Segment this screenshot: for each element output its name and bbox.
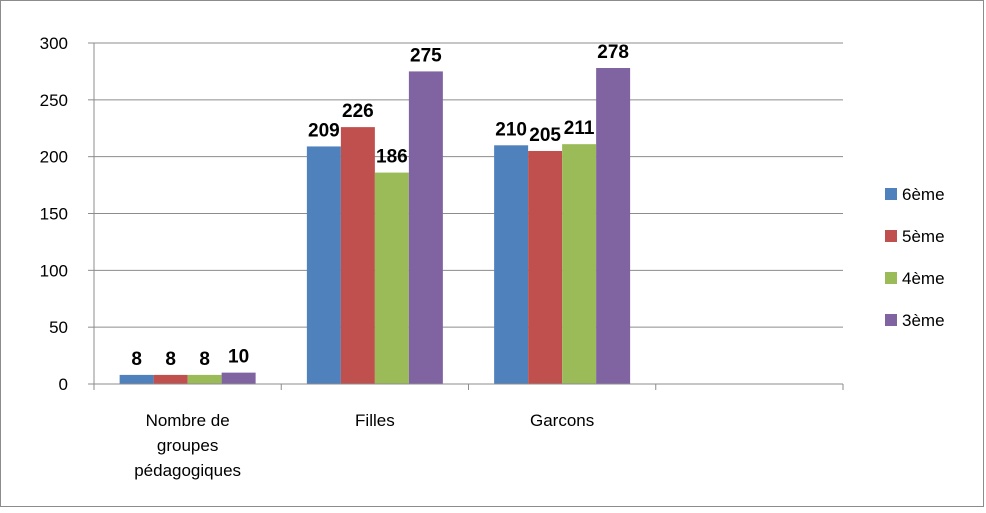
legend-swatch (885, 272, 897, 284)
legend-label: 3ème (902, 311, 945, 330)
bar-6ème (306, 146, 341, 384)
bar-4ème (562, 144, 597, 384)
bar-5ème (340, 127, 375, 384)
legend-swatch (885, 230, 897, 242)
x-tick-label: groupes (157, 436, 218, 455)
bar-4ème (374, 172, 409, 384)
legend: 6ème 5ème 4ème 3ème (885, 185, 945, 330)
grid-lines (94, 42, 843, 328)
data-label: 211 (564, 118, 595, 139)
data-label: 226 (342, 101, 374, 122)
bar-6ème (494, 145, 529, 384)
legend-swatch (885, 188, 897, 200)
bar-3ème (596, 68, 631, 385)
data-label: 210 (495, 119, 527, 140)
legend-label: 4ème (902, 269, 945, 288)
y-tick-label: 250 (40, 91, 68, 110)
data-label: 275 (410, 45, 442, 66)
data-label: 205 (529, 125, 561, 146)
bar-5ème (153, 374, 188, 384)
bar-6ème (119, 374, 154, 384)
data-label: 8 (131, 349, 142, 370)
y-tick-label: 100 (40, 261, 68, 280)
x-tick-label: Garcons (530, 411, 594, 430)
y-tick-label: 200 (40, 148, 68, 167)
x-tick-label: pédagogiques (134, 461, 241, 480)
y-tick-label: 0 (59, 375, 68, 394)
y-tick-label: 300 (40, 34, 68, 53)
x-tick-label: Filles (355, 411, 395, 430)
legend-label: 6ème (902, 185, 945, 204)
bar-3ème (221, 372, 256, 384)
bar-4ème (187, 374, 222, 384)
data-label: 8 (199, 349, 210, 370)
y-tick-label: 50 (49, 318, 68, 337)
bar-3ème (408, 71, 443, 385)
x-tick-label: Nombre de (146, 411, 230, 430)
legend-label: 5ème (902, 227, 945, 246)
y-tick-label: 150 (40, 205, 68, 224)
bars (119, 68, 631, 385)
data-label: 186 (376, 147, 408, 168)
data-label: 8 (165, 349, 176, 370)
data-label: 209 (308, 120, 340, 141)
axes: 0 50 100 150 200 250 300 Nombre de groupes pédago… (40, 34, 844, 480)
data-labels: 8 209 210 8 226 205 8 186 211 10 275 278 (131, 42, 629, 370)
data-label: 10 (228, 347, 249, 368)
data-label: 278 (597, 42, 629, 63)
legend-swatch (885, 314, 897, 326)
bar-5ème (528, 150, 563, 384)
